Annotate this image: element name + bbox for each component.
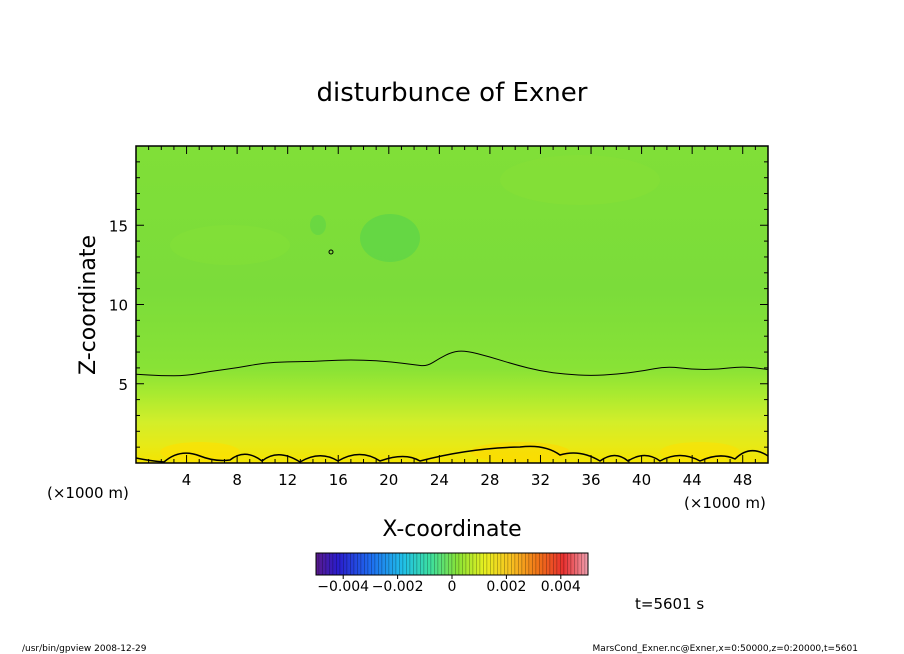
y-tick-label: 15 [109, 217, 128, 235]
field-patch [310, 215, 326, 235]
colorbar-ticks: −0.004 −0.002 0 0.002 0.004 [317, 575, 581, 595]
surface-contour [136, 445, 768, 463]
x-unit-right: (×1000 m) [684, 494, 766, 512]
x-tick-label: 32 [531, 471, 550, 489]
footer-left: /usr/bin/gpview 2008-12-29 [22, 644, 147, 654]
x-tick-label: 48 [733, 471, 752, 489]
x-tick-label: 12 [278, 471, 297, 489]
x-tick-label: 4 [182, 471, 192, 489]
x-axis-label: X-coordinate [382, 517, 521, 542]
chart-title: disturbunce of Exner [317, 78, 588, 108]
x-tick-label: 16 [329, 471, 348, 489]
y-tick-label: 10 [109, 297, 128, 315]
x-tick-label: 8 [232, 471, 242, 489]
heatmap-field [136, 146, 768, 463]
colorbar: −0.004 −0.002 0 0.002 0.004 [315, 552, 589, 595]
x-unit-left: (×1000 m) [47, 484, 129, 502]
x-tick-label: 44 [683, 471, 702, 489]
footer-right: MarsCond_Exner.nc@Exner,x=0:50000,z=0:20… [593, 644, 858, 654]
field-patch [660, 442, 740, 462]
x-ticks: 4 8 12 16 20 24 28 32 36 40 44 48 [148, 146, 756, 489]
field-patch [170, 225, 290, 265]
closed-contour [328, 249, 334, 255]
colorbar-tick-label: 0.002 [486, 579, 526, 595]
colorbar-tick-label: 0 [448, 579, 457, 595]
field-patch [470, 442, 570, 462]
field-patch [160, 442, 240, 462]
y-axis-label: Z-coordinate [76, 235, 101, 375]
zero-contour [136, 350, 768, 377]
time-label: t=5601 s [635, 595, 704, 613]
x-tick-label: 20 [379, 471, 398, 489]
x-tick-label: 40 [632, 471, 651, 489]
x-tick-label: 28 [480, 471, 499, 489]
y-tick-label: 5 [118, 376, 128, 394]
x-tick-label: 24 [430, 471, 449, 489]
heatmap-patches [160, 155, 740, 462]
colorbar-tick-label: −0.004 [317, 579, 369, 595]
colorbar-tick-label: 0.004 [541, 579, 581, 595]
field-patch [360, 214, 420, 262]
x-tick-label: 36 [581, 471, 600, 489]
y-ticks: 5 10 15 [109, 161, 768, 448]
colorbar-tick-label: −0.002 [372, 579, 424, 595]
field-patch [500, 155, 660, 205]
colorbar-stripes [316, 553, 588, 575]
